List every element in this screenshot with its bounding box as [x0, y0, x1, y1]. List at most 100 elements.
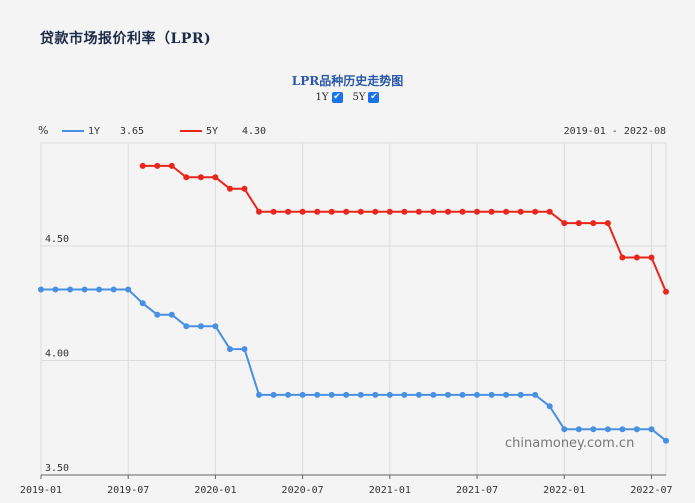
data-point-5y[interactable]: [386, 208, 393, 215]
data-point-1y[interactable]: [415, 391, 422, 398]
data-point-5y[interactable]: [459, 208, 466, 215]
data-point-5y[interactable]: [561, 220, 568, 227]
data-point-5y[interactable]: [343, 208, 350, 215]
legend-1y-name: 1Y: [88, 126, 100, 137]
data-point-1y[interactable]: [386, 391, 393, 398]
data-point-5y[interactable]: [619, 254, 626, 261]
data-point-1y[interactable]: [168, 311, 175, 318]
legend-5y-name: 5Y: [206, 126, 218, 137]
data-point-1y[interactable]: [343, 391, 350, 398]
data-point-1y[interactable]: [67, 286, 74, 293]
toggle-1y[interactable]: 1Y ✔: [316, 92, 343, 103]
data-point-5y[interactable]: [488, 208, 495, 215]
data-point-1y[interactable]: [488, 391, 495, 398]
data-point-5y[interactable]: [154, 162, 161, 169]
data-point-1y[interactable]: [285, 391, 292, 398]
data-point-5y[interactable]: [474, 208, 480, 215]
data-point-1y[interactable]: [459, 391, 466, 398]
data-point-5y[interactable]: [663, 288, 669, 295]
series-toggles: 1Y ✔ 5Y ✔: [0, 92, 695, 103]
data-point-1y[interactable]: [590, 426, 597, 433]
data-point-5y[interactable]: [314, 208, 321, 215]
data-point-1y[interactable]: [52, 286, 59, 293]
data-point-1y[interactable]: [619, 426, 626, 433]
data-point-1y[interactable]: [110, 286, 117, 293]
data-point-1y[interactable]: [212, 323, 219, 330]
data-point-1y[interactable]: [663, 437, 669, 444]
data-point-5y[interactable]: [415, 208, 422, 215]
data-point-1y[interactable]: [139, 300, 146, 307]
data-point-1y[interactable]: [183, 323, 190, 330]
data-point-5y[interactable]: [357, 208, 364, 215]
data-point-1y[interactable]: [314, 391, 321, 398]
data-point-1y[interactable]: [604, 426, 611, 433]
data-point-5y[interactable]: [241, 185, 248, 192]
data-point-1y[interactable]: [256, 391, 262, 398]
data-point-1y[interactable]: [38, 286, 44, 293]
plot-area: [40, 142, 667, 476]
data-point-5y[interactable]: [633, 254, 640, 261]
y-tick-label: 3.50: [45, 463, 69, 474]
data-point-5y[interactable]: [430, 208, 437, 215]
data-point-1y[interactable]: [430, 391, 437, 398]
data-point-1y[interactable]: [517, 391, 524, 398]
page-title: 贷款市场报价利率（LPR): [40, 31, 212, 47]
data-point-1y[interactable]: [227, 346, 233, 353]
data-point-1y[interactable]: [532, 391, 539, 398]
data-point-5y[interactable]: [575, 220, 582, 227]
data-point-5y[interactable]: [372, 208, 379, 215]
data-point-1y[interactable]: [445, 391, 451, 398]
data-point-5y[interactable]: [285, 208, 292, 215]
checkbox-1y-checked-icon[interactable]: ✔: [331, 92, 343, 103]
data-point-1y[interactable]: [270, 391, 277, 398]
data-point-5y[interactable]: [503, 208, 510, 215]
data-point-1y[interactable]: [575, 426, 582, 433]
data-point-1y[interactable]: [96, 286, 103, 293]
data-point-5y[interactable]: [256, 208, 262, 215]
data-point-5y[interactable]: [168, 162, 175, 169]
data-point-5y[interactable]: [328, 208, 335, 215]
data-point-5y[interactable]: [401, 208, 408, 215]
x-tick-label: 2021-01: [369, 485, 411, 496]
data-point-1y[interactable]: [154, 311, 161, 318]
data-point-1y[interactable]: [633, 426, 640, 433]
y-tick-label: 4.00: [45, 349, 69, 360]
data-point-5y[interactable]: [227, 185, 233, 192]
data-point-1y[interactable]: [125, 286, 132, 293]
toggle-5y[interactable]: 5Y ✔: [353, 92, 380, 103]
data-point-1y[interactable]: [546, 403, 553, 410]
data-point-1y[interactable]: [328, 391, 335, 398]
data-point-1y[interactable]: [372, 391, 379, 398]
data-point-1y[interactable]: [648, 426, 655, 433]
data-point-1y[interactable]: [197, 323, 204, 330]
series-line-5y: [142, 164, 667, 293]
data-point-5y[interactable]: [517, 208, 524, 215]
data-point-1y[interactable]: [401, 391, 408, 398]
data-point-5y[interactable]: [270, 208, 277, 215]
data-point-5y[interactable]: [445, 208, 451, 215]
data-point-1y[interactable]: [81, 286, 88, 293]
data-point-1y[interactable]: [503, 391, 510, 398]
x-tick-label: 2021-07: [456, 485, 498, 496]
data-point-5y[interactable]: [212, 174, 219, 181]
data-point-5y[interactable]: [648, 254, 655, 261]
data-point-5y[interactable]: [532, 208, 539, 215]
data-point-5y[interactable]: [546, 208, 553, 215]
data-point-5y[interactable]: [139, 162, 146, 169]
x-tick-label: 2022-07: [630, 485, 672, 496]
x-tick-label: 2020-01: [194, 485, 236, 496]
data-point-1y[interactable]: [299, 391, 306, 398]
date-range: 2019-01 - 2022-08: [564, 126, 666, 137]
data-point-1y[interactable]: [561, 426, 568, 433]
checkbox-5y-checked-icon[interactable]: ✔: [368, 92, 380, 103]
data-point-5y[interactable]: [604, 220, 611, 227]
data-point-5y[interactable]: [183, 174, 190, 181]
data-point-1y[interactable]: [357, 391, 364, 398]
x-tick-label: 2019-01: [20, 485, 62, 496]
data-point-1y[interactable]: [241, 346, 248, 353]
data-point-5y[interactable]: [197, 174, 204, 181]
data-point-1y[interactable]: [474, 391, 480, 398]
data-point-5y[interactable]: [590, 220, 597, 227]
data-point-5y[interactable]: [299, 208, 306, 215]
